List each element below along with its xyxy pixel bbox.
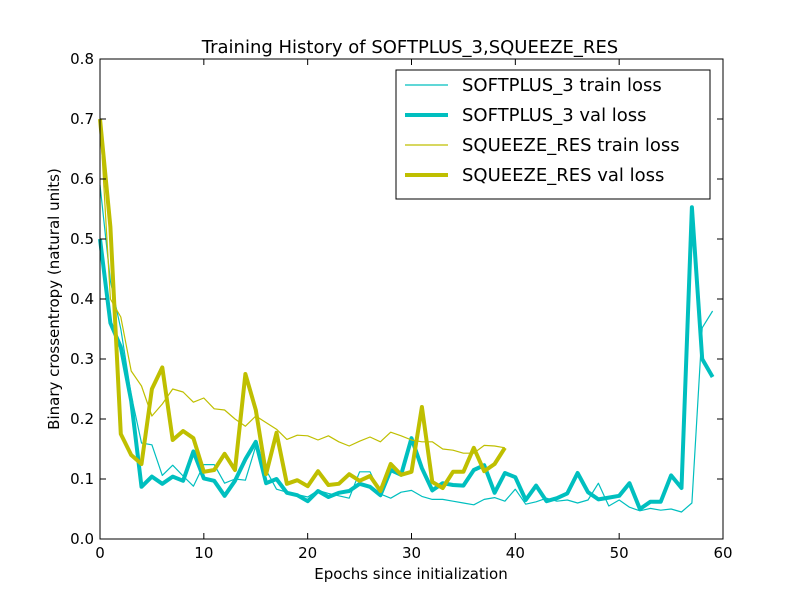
- y-tick-label: 0.7: [70, 110, 94, 128]
- y-tick-label: 0.5: [70, 230, 94, 248]
- y-tick-label: 0.8: [70, 50, 94, 68]
- x-tick-label: 50: [610, 544, 629, 562]
- x-axis-ticks: 0 10 20 30 40 50 60: [95, 59, 733, 562]
- legend-label-4: SQUEEZE_RES val loss: [462, 165, 664, 186]
- y-tick-label: 0.0: [70, 530, 94, 548]
- x-tick-label: 0: [95, 544, 105, 562]
- y-tick-label: 0.6: [70, 170, 94, 188]
- legend-label-2: SOFTPLUS_3 val loss: [462, 105, 647, 126]
- x-tick-label: 10: [194, 544, 213, 562]
- x-tick-label: 20: [298, 544, 317, 562]
- series-line-2: [98, 205, 715, 511]
- series-layer: [98, 118, 715, 513]
- series-line-4: [98, 118, 507, 493]
- chart-title: Training History of SOFTPLUS_3,SQUEEZE_R…: [201, 37, 619, 58]
- y-axis-label: Binary crossentropy (natural units): [45, 168, 63, 430]
- legend: SOFTPLUS_3 train loss SOFTPLUS_3 val loss…: [395, 69, 711, 200]
- x-tick-label: 40: [506, 544, 525, 562]
- y-tick-label: 0.1: [70, 470, 94, 488]
- x-tick-label: 30: [402, 544, 421, 562]
- legend-box: [395, 69, 711, 200]
- y-tick-label: 0.4: [70, 290, 94, 308]
- legend-label-1: SOFTPLUS_3 train loss: [462, 75, 662, 96]
- y-axis-ticks: 0.0 0.1 0.2 0.3 0.4 0.5 0.6 0.7 0.8: [70, 50, 723, 548]
- legend-label-3: SQUEEZE_RES train loss: [462, 135, 680, 156]
- x-tick-label: 60: [713, 544, 732, 562]
- y-tick-label: 0.2: [70, 410, 94, 428]
- x-axis-label: Epochs since initialization: [314, 565, 507, 583]
- y-tick-label: 0.3: [70, 350, 94, 368]
